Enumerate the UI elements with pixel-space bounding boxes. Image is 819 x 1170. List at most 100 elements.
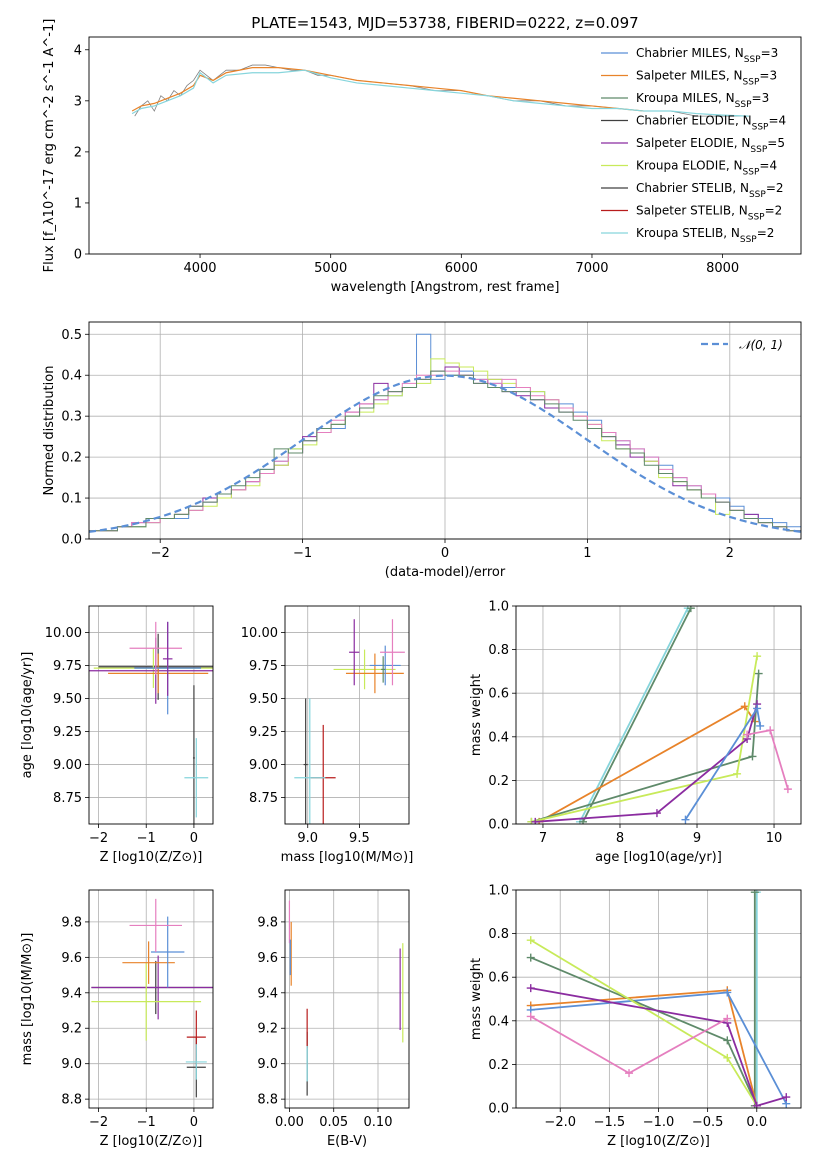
weight-marker [753, 704, 762, 713]
x-tick-label: 8 [616, 831, 624, 846]
plot-area [89, 621, 213, 824]
y-tick-label: 9.6 [61, 951, 82, 966]
y-tick-label: 3 [74, 94, 82, 109]
y-tick-label: 0.3 [61, 410, 82, 425]
weight-marker [750, 890, 759, 897]
y-tick-label: 9.50 [53, 692, 82, 707]
weight-marker [743, 730, 752, 739]
x-tick-label: 0 [190, 1115, 198, 1130]
y-tick-label: 0.2 [488, 774, 509, 789]
plot-area [89, 333, 801, 539]
y-axis-label: age [log10(age/yr)] [20, 652, 35, 779]
legend-label: 𝒩(0, 1) [739, 338, 783, 352]
x-tick-label: 0 [441, 546, 449, 561]
x-tick-label: 0.05 [319, 1115, 348, 1130]
y-tick-label: 9.8 [257, 915, 278, 930]
weight-marker [756, 721, 765, 730]
x-tick-label: 0.0 [746, 1115, 767, 1130]
weight-marker [783, 785, 792, 794]
weight-marker [625, 1069, 634, 1078]
y-tick-label: 8.8 [257, 1093, 278, 1108]
y-tick-label: 8.75 [249, 791, 278, 806]
y-tick-label: 9.00 [249, 758, 278, 773]
figure-title: PLATE=1543, MJD=53738, FIBERID=0222, z=0… [251, 14, 638, 32]
y-tick-label: 0.4 [488, 1014, 509, 1029]
plot-area [91, 898, 213, 1098]
y-tick-label: 10.00 [45, 626, 82, 641]
y-tick-label: 0.6 [488, 687, 509, 702]
x-tick-label: −2 [89, 1115, 108, 1130]
x-tick-label: −2 [151, 546, 170, 561]
axes-frame [515, 605, 802, 825]
x-axis-label: mass [log10(M/M⊙)] [281, 850, 414, 865]
y-tick-label: 9.4 [257, 986, 278, 1001]
axes-frame [515, 889, 802, 1109]
x-tick-label: 0 [190, 831, 198, 846]
spectrum-model-orange [131, 67, 645, 112]
axes-massweight-vs-Z: −2.0 −1.5 −1.0 −0.5 0.0 0.0 0.2 0.4 0.6 0.8 1.0 Z [… [469, 884, 802, 1149]
x-tick-label: −0.5 [692, 1115, 724, 1130]
x-tick-label: −1 [137, 831, 156, 846]
axes-age-vs-Z: −2 −1 0 8.75 9.00 9.25 9.50 9.75 10.00 Z [log10(Z… [20, 605, 214, 865]
weight-marker [723, 988, 732, 997]
y-tick-label: 0 [74, 248, 82, 263]
weight-marker [526, 936, 535, 945]
axes-age-vs-mass: 9.0 9.5 8.75 9.00 9.25 9.50 9.75 10.00 mass [log… [241, 605, 414, 865]
x-axis-label: E(B-V) [327, 1134, 367, 1149]
weight-marker [766, 726, 775, 735]
y-tick-label: 0.0 [488, 1102, 509, 1117]
y-tick-label: 9.75 [249, 659, 278, 674]
y-axis-label: mass [log10(M/M⊙)] [20, 933, 35, 1066]
weight-marker [686, 606, 695, 613]
x-tick-label: 5000 [314, 261, 347, 276]
axes-frame [88, 36, 802, 255]
y-tick-label: 1.0 [488, 884, 509, 899]
x-tick-label: 0.00 [275, 1115, 304, 1130]
x-axis-label: wavelength [Angstrom, rest frame] [331, 280, 560, 295]
x-axis-label: age [log10(age/yr)] [595, 850, 722, 865]
y-tick-label: 0.0 [61, 533, 82, 548]
gaussian-curve [89, 374, 801, 533]
x-axis-label: (data-model)/error [385, 565, 506, 580]
x-axis-label: Z [log10(Z/Z⊙)] [607, 1134, 710, 1149]
weight-line [535, 703, 758, 823]
y-tick-label: 9.2 [257, 1022, 278, 1037]
axes-residual-histogram: −2 −1 0 1 2 0.0 0.1 0.2 0.3 0.4 0.5 (data-model)/er… [42, 321, 802, 580]
weight-line [579, 607, 689, 823]
y-tick-label: 1.0 [488, 600, 509, 615]
weight-marker [526, 984, 535, 993]
weight-marker [723, 1014, 732, 1023]
x-tick-label: 2 [726, 546, 734, 561]
y-tick-label: 0.2 [61, 451, 82, 466]
weight-marker [531, 817, 540, 824]
y-tick-label: 9.75 [53, 659, 82, 674]
y-tick-label: 8.8 [61, 1093, 82, 1108]
axes-mass-vs-EBV: 0.00 0.05 0.10 8.8 9.0 9.2 9.4 9.6 9.8 E(B-V) [257, 889, 410, 1149]
axes-frame [88, 321, 802, 540]
y-tick-label: 9.50 [249, 692, 278, 707]
y-tick-label: 1 [74, 196, 82, 211]
histogram-series [89, 370, 801, 539]
axes-frame [284, 889, 410, 1109]
x-tick-label: 1 [583, 546, 591, 561]
weight-marker [526, 1012, 535, 1021]
weight-marker [740, 702, 749, 711]
y-tick-label: 9.0 [61, 1057, 82, 1072]
x-tick-label: −2 [89, 831, 108, 846]
y-tick-label: 0.1 [61, 492, 82, 507]
y-axis-label: mass weight [469, 958, 484, 1040]
x-axis-label: Z [log10(Z/Z⊙)] [100, 850, 203, 865]
y-axis-label: Normed distribution [42, 366, 57, 496]
y-tick-label: 10.00 [241, 626, 278, 641]
y-tick-label: 9.25 [249, 725, 278, 740]
y-tick-label: 0.6 [488, 971, 509, 986]
x-tick-label: 7000 [575, 261, 608, 276]
y-tick-label: 0.2 [488, 1058, 509, 1073]
weight-marker [681, 815, 690, 824]
weight-marker [752, 1101, 761, 1108]
weight-marker [526, 953, 535, 962]
weight-line [530, 987, 787, 1107]
